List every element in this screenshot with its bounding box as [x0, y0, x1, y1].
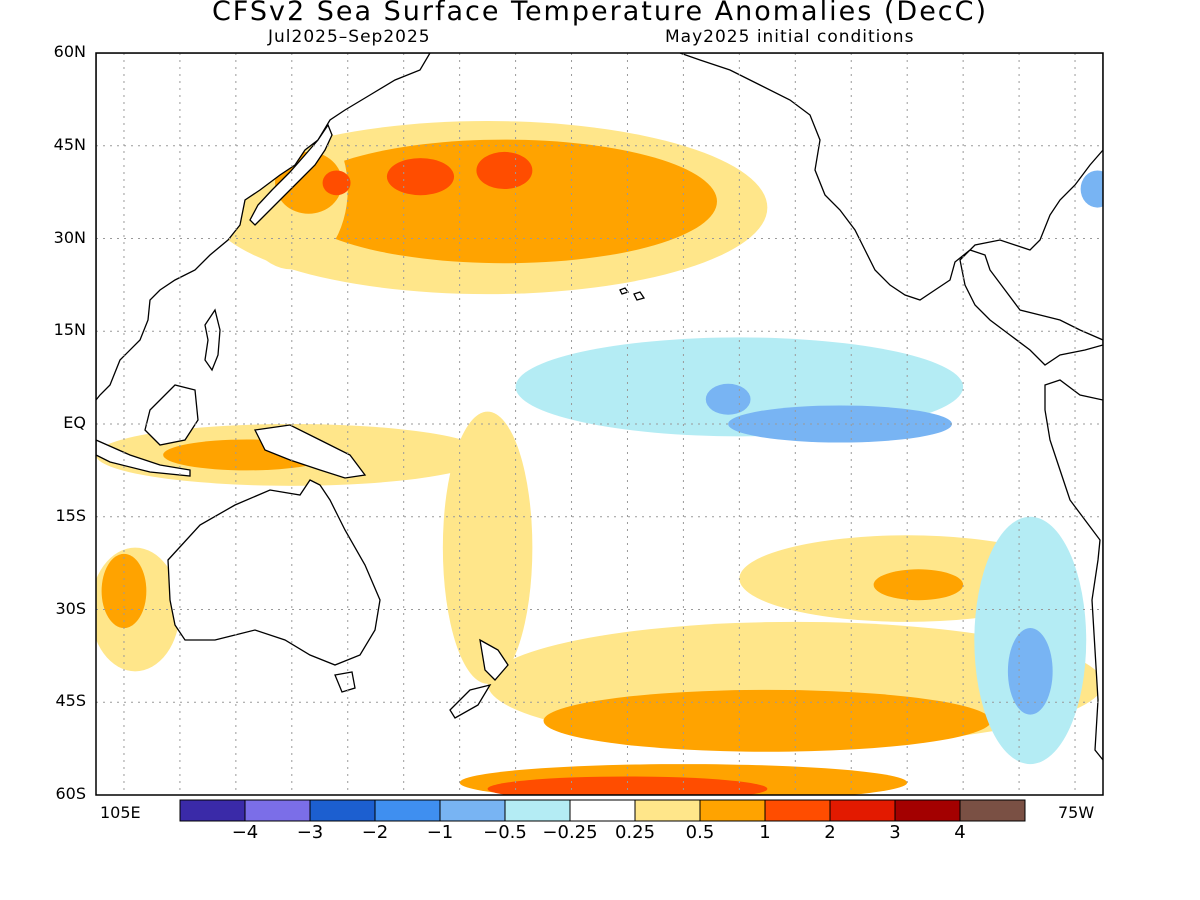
colorbar-swatch	[829, 799, 896, 822]
new-zealand-coastline	[449, 638, 509, 719]
anomaly-region-8	[728, 405, 952, 443]
colorbar-swatch	[309, 799, 376, 822]
colorbar-tick-label: 0.5	[685, 822, 715, 843]
coastline-layer	[96, 53, 1103, 762]
south-america-coastline	[1044, 379, 1103, 762]
anomaly-region-16	[873, 569, 964, 601]
japan-coastline	[249, 123, 333, 226]
anomaly-region-14	[543, 689, 992, 752]
lat-label: 45N	[53, 134, 86, 154]
borneo-coastline	[144, 384, 199, 446]
colorbar-tick-label: −3	[296, 822, 324, 843]
tasmania-coastline	[334, 671, 356, 693]
colorbar-swatch	[179, 799, 246, 822]
lat-label: 60S	[55, 784, 86, 803]
lon-label-left: 105E	[100, 803, 141, 822]
lat-label: 30N	[53, 227, 86, 247]
colorbar-swatch	[374, 799, 441, 822]
new-guinea-coastline	[254, 424, 367, 479]
colorbar-swatch	[894, 799, 961, 822]
lon-label-right: 75W	[1058, 803, 1095, 822]
colorbar-tick-label: 2	[824, 822, 836, 843]
colorbar-swatch	[959, 799, 1026, 822]
colorbar-swatch	[764, 799, 831, 822]
lat-label: EQ	[63, 413, 86, 432]
australia-coastline	[167, 479, 381, 666]
lat-label: 60N	[53, 42, 86, 61]
map-title: CFSv2 Sea Surface Temperature Anomalies …	[211, 0, 989, 27]
colorbar-tick-label: 3	[889, 822, 901, 843]
colorbar-swatch	[699, 799, 766, 822]
colorbar-swatch	[569, 799, 636, 822]
colorbar-swatch	[504, 799, 571, 822]
anomaly-region-12	[442, 411, 533, 684]
plot-frame	[95, 52, 1104, 796]
anomaly-region-24	[1080, 170, 1103, 208]
lat-label: 15N	[53, 320, 86, 340]
colorbar-swatch	[634, 799, 701, 822]
lat-label: 15S	[55, 505, 86, 525]
anomaly-region-9	[705, 383, 751, 415]
anomaly-region-22	[1007, 628, 1053, 715]
anomaly-region-6	[322, 170, 351, 196]
initial-conditions: May2025 initial conditions	[665, 27, 915, 47]
anomaly-region-20	[101, 553, 147, 629]
colorbar-tick-label: 0.25	[614, 822, 656, 843]
colorbar-tick-label: −1	[426, 822, 454, 843]
asia-coastline	[96, 53, 431, 402]
colorbar-tick-label: 4	[954, 822, 966, 843]
forecast-period: Jul2025–Sep2025	[268, 27, 431, 47]
lat-label: 30S	[55, 598, 86, 618]
grid-lines	[96, 53, 1103, 795]
colorbar-swatch	[439, 799, 506, 822]
anomaly-region-3	[476, 151, 533, 190]
colorbar-tick-label: −2	[361, 822, 389, 843]
anomaly-region-18	[487, 776, 768, 795]
lat-label: 45S	[55, 691, 86, 711]
colorbar	[179, 799, 1026, 822]
java-coastline	[96, 439, 191, 477]
north-america-coastline	[679, 53, 1103, 366]
colorbar-tick-label: −4	[231, 822, 259, 843]
colorbar-tick-label: −0.25	[542, 822, 598, 843]
philippines-coastline	[204, 308, 221, 372]
colorbar-tick-label: 1	[759, 822, 771, 843]
colorbar-swatch	[244, 799, 311, 822]
anomaly-region-2	[386, 158, 455, 196]
colorbar-tick-label: −0.5	[483, 822, 527, 843]
hawaii-coastline	[619, 287, 646, 301]
